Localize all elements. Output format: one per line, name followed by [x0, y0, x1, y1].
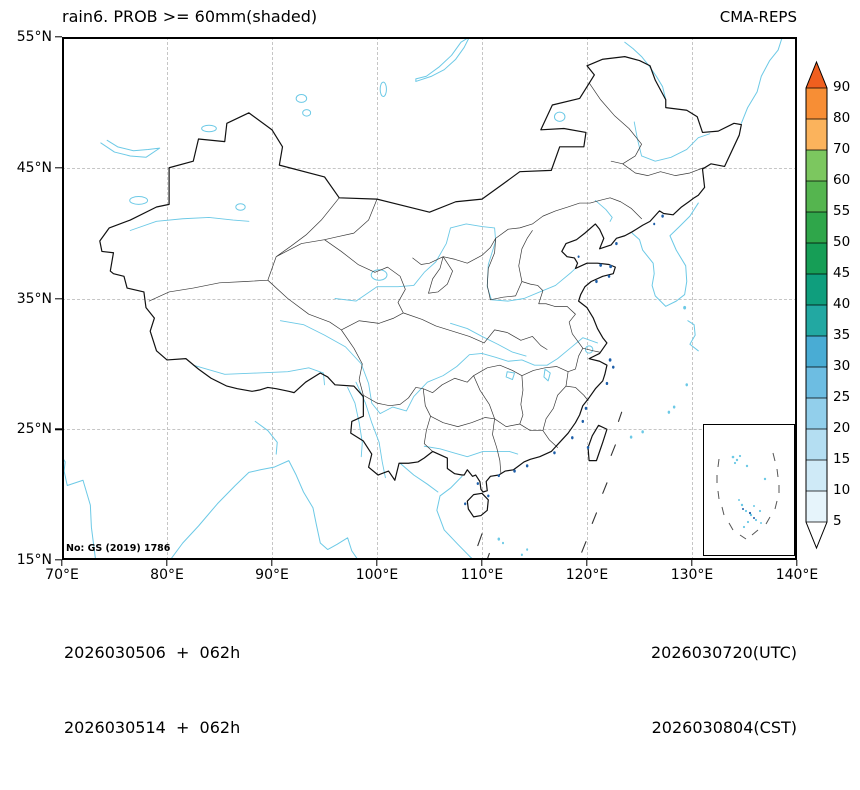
lat-tick — [55, 559, 62, 561]
colorbar-label: 35 — [833, 327, 851, 343]
colorbar-label: 25 — [833, 389, 851, 405]
lon-tick — [691, 560, 693, 566]
colorbar-segment — [806, 181, 827, 213]
map-plot-area: No: GS (2019) 1786 — [62, 37, 797, 560]
colorbar-segment — [806, 305, 827, 337]
model-name: CMA-REPS — [719, 8, 797, 26]
china-lakes — [236, 112, 593, 381]
prob-shading-specks — [464, 214, 664, 506]
lat-tick — [55, 428, 62, 430]
province-boundaries — [149, 83, 703, 474]
lat-tick — [55, 297, 62, 300]
south-china-sea-inset — [703, 424, 795, 556]
colorbar-segment — [806, 150, 827, 182]
colorbar-arrow-bottom — [806, 522, 827, 548]
colorbar-label: 80 — [833, 110, 851, 126]
colorbar-arrow-top — [806, 62, 827, 88]
lon-tick-label: 80°E — [150, 567, 184, 583]
lon-tick-label: 140°E — [775, 567, 819, 583]
lat-tick — [55, 167, 62, 169]
colorbar-label: 60 — [833, 172, 851, 188]
inset-island-dots — [731, 454, 767, 529]
plot-frame — [62, 37, 797, 560]
colorbar-label: 70 — [833, 141, 851, 157]
colorbar-label: 90 — [833, 79, 851, 95]
colorbar-label: 5 — [833, 513, 842, 529]
lon-tick-label: 90°E — [255, 567, 289, 583]
init-time-utc: 2026030506 + 062h — [64, 643, 241, 662]
colorbar-label: 45 — [833, 265, 851, 281]
lon-tick-label: 100°E — [355, 567, 399, 583]
lat-tick-label: 45°N — [16, 159, 52, 176]
lat-tick-label: 55°N — [16, 29, 52, 45]
footer-init-times: 2026030506 + 062h 2026030514 + 062h — [64, 590, 240, 790]
lon-tick-label: 120°E — [565, 567, 609, 583]
lon-tick — [376, 560, 378, 566]
colorbar-segment — [806, 460, 827, 492]
dash-line-segments — [478, 412, 622, 559]
lon-tick — [796, 560, 798, 566]
lat-tick-label: 35°N — [16, 290, 52, 307]
license-watermark: No: GS (2019) 1786 — [66, 543, 171, 554]
colorbar-segment — [806, 398, 827, 430]
figure: rain6. PROB >= 60mm(shaded) CMA-REPS — [16, 7, 851, 737]
colorbar-outline — [805, 60, 828, 550]
lat-tick — [55, 36, 62, 38]
lon-tick-label: 130°E — [670, 567, 714, 583]
colorbar-segment — [806, 243, 827, 275]
inset-dark-specks — [742, 508, 755, 519]
colorbar-segment — [806, 336, 827, 368]
colorbar-segment — [806, 212, 827, 244]
inset-map — [716, 452, 780, 540]
colorbar-segment — [806, 88, 827, 120]
valid-time-cst: 2026030804(CST) — [651, 718, 797, 737]
lon-tick — [271, 560, 273, 566]
lon-tick — [586, 560, 588, 566]
colorbar-label: 10 — [833, 482, 851, 498]
lon-tick-label: 110°E — [460, 567, 504, 583]
lat-tick-label: 15°N — [16, 552, 52, 568]
colorbar-segment — [806, 119, 827, 151]
china-border — [100, 57, 742, 517]
lon-tick — [61, 560, 63, 566]
init-time-cst: 2026030514 + 062h — [64, 718, 241, 737]
foreign-lakes — [130, 82, 387, 204]
colorbar-label: 30 — [833, 358, 851, 374]
rivers — [130, 122, 710, 478]
foreign-coastlines — [62, 37, 782, 560]
lon-tick-label: 70°E — [45, 567, 79, 583]
colorbar-label: 15 — [833, 451, 851, 467]
colorbar-label: 50 — [833, 234, 851, 250]
island-dots — [497, 305, 689, 557]
colorbar-segment — [806, 274, 827, 306]
colorbar-segment — [806, 367, 827, 399]
lon-tick — [481, 560, 483, 566]
colorbar — [805, 60, 828, 550]
plot-title: rain6. PROB >= 60mm(shaded) — [62, 7, 318, 26]
colorbar-segment — [806, 491, 827, 523]
colorbar-segment — [806, 429, 827, 461]
lat-tick-label: 25°N — [16, 421, 52, 438]
inset-dash-line — [716, 452, 780, 540]
colorbar-label: 20 — [833, 420, 851, 436]
lon-tick — [166, 560, 168, 566]
colorbar-label: 40 — [833, 296, 851, 312]
colorbar-label: 55 — [833, 203, 851, 219]
china-map — [62, 37, 797, 560]
valid-time-utc: 2026030720(UTC) — [651, 643, 797, 662]
footer-valid-times: 2026030720(UTC) 2026030804(CST) — [651, 590, 797, 790]
